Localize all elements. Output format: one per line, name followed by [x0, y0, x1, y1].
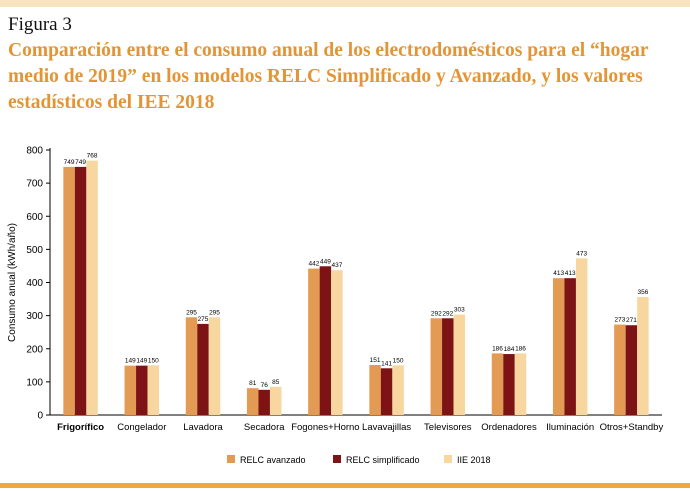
bar-1	[491, 353, 504, 415]
bar-1	[185, 317, 198, 415]
bar-2	[319, 266, 332, 415]
legend-swatch-3	[444, 455, 452, 463]
chart-svg: 0 100 200 300 400 500 600 700 800 Consumo anual (…	[7, 146, 664, 466]
y-axis-label: Consumo anual (kWh/año)	[7, 223, 18, 342]
x-tick-label: Lavavajillas	[362, 422, 411, 433]
x-tick-label: Frigorífico	[57, 422, 104, 433]
data-label: 303	[454, 307, 465, 314]
bar-3	[208, 317, 221, 415]
bar-1	[614, 324, 626, 415]
y-tick-label: 500	[26, 245, 43, 256]
bar-3	[514, 353, 527, 415]
x-tick-label: Secadora	[244, 422, 285, 433]
x-tick-label: Televisores	[424, 422, 472, 433]
data-label: 186	[492, 345, 503, 352]
x-tick-label: Ordenadores	[481, 422, 537, 433]
bar-2	[625, 325, 638, 415]
data-label: 295	[209, 309, 220, 316]
bar-1	[63, 166, 75, 415]
legend-label: IIE 2018	[457, 455, 491, 465]
x-tick-label: Congelador	[117, 422, 166, 433]
data-label: 184	[504, 346, 515, 353]
data-label: 271	[626, 317, 637, 324]
data-label: 81	[249, 380, 257, 387]
y-tick-label: 200	[26, 344, 43, 355]
data-label: 273	[614, 317, 625, 324]
data-label: 442	[308, 261, 319, 268]
y-tick-label: 700	[26, 179, 43, 190]
top-decorative-bar	[0, 0, 690, 7]
legend-swatch-2	[333, 455, 341, 463]
bar-3	[392, 365, 404, 415]
legend-swatch-1	[227, 455, 235, 463]
x-tick-label: Iluminación	[546, 422, 594, 433]
data-label: 295	[186, 309, 197, 316]
bar-2	[74, 166, 87, 415]
data-label: 749	[64, 159, 75, 166]
bar-3	[575, 258, 588, 415]
data-label: 186	[515, 345, 526, 352]
data-label: 275	[198, 316, 209, 323]
y-tick-label: 0	[37, 411, 43, 422]
bar-3	[147, 365, 160, 415]
data-label: 76	[261, 382, 269, 389]
bar-3	[453, 314, 466, 415]
bar-1	[246, 388, 259, 415]
data-label: 150	[393, 357, 404, 364]
legend-label: RELC avanzado	[240, 455, 306, 465]
bar-1	[430, 318, 443, 415]
bar-2	[564, 278, 576, 415]
figure-label: Figura 3	[8, 14, 72, 35]
bar-3	[331, 270, 343, 415]
bottom-decorative-bar	[0, 483, 690, 488]
legend-label: RELC simplificado	[346, 455, 420, 465]
bar-1	[552, 278, 565, 415]
bar-3	[637, 297, 649, 415]
figure-title: Comparación entre el consumo anual de lo…	[8, 40, 649, 113]
x-tick-label: Fogones+Horno	[291, 422, 359, 433]
bar-2	[442, 318, 454, 415]
x-tick-label: Otros+Standby	[600, 422, 664, 433]
data-label: 149	[125, 358, 136, 365]
data-label: 749	[75, 159, 86, 166]
bar-2	[136, 365, 148, 415]
data-label: 473	[576, 250, 587, 257]
bar-3	[86, 160, 98, 415]
data-label: 85	[272, 379, 280, 386]
data-label: 151	[370, 357, 381, 364]
y-tick-label: 600	[26, 212, 43, 223]
bar-3	[269, 386, 282, 415]
bar-2	[380, 368, 393, 415]
data-label: 149	[136, 358, 147, 365]
data-label: 292	[431, 310, 442, 317]
data-label: 150	[148, 357, 159, 364]
data-label: 292	[442, 310, 453, 317]
bar-2	[197, 323, 209, 415]
y-tick-label: 100	[26, 377, 43, 388]
y-tick-label: 400	[26, 278, 43, 289]
data-label: 413	[553, 270, 564, 277]
bar-2	[503, 354, 515, 415]
bar-1	[369, 364, 381, 415]
bar-2	[258, 389, 270, 415]
data-label: 141	[381, 360, 392, 367]
x-tick-label: Lavadora	[183, 422, 223, 433]
bar-1	[308, 268, 320, 415]
bar-1	[124, 365, 137, 415]
y-tick-label: 300	[26, 311, 43, 322]
data-label: 413	[565, 270, 576, 277]
data-label: 449	[320, 258, 331, 265]
data-label: 437	[331, 262, 342, 269]
y-tick-label: 800	[26, 146, 43, 157]
data-label: 356	[637, 289, 648, 296]
bar-chart: 0 100 200 300 400 500 600 700 800 Consumo anual (…	[0, 138, 690, 478]
data-label: 768	[87, 153, 98, 160]
